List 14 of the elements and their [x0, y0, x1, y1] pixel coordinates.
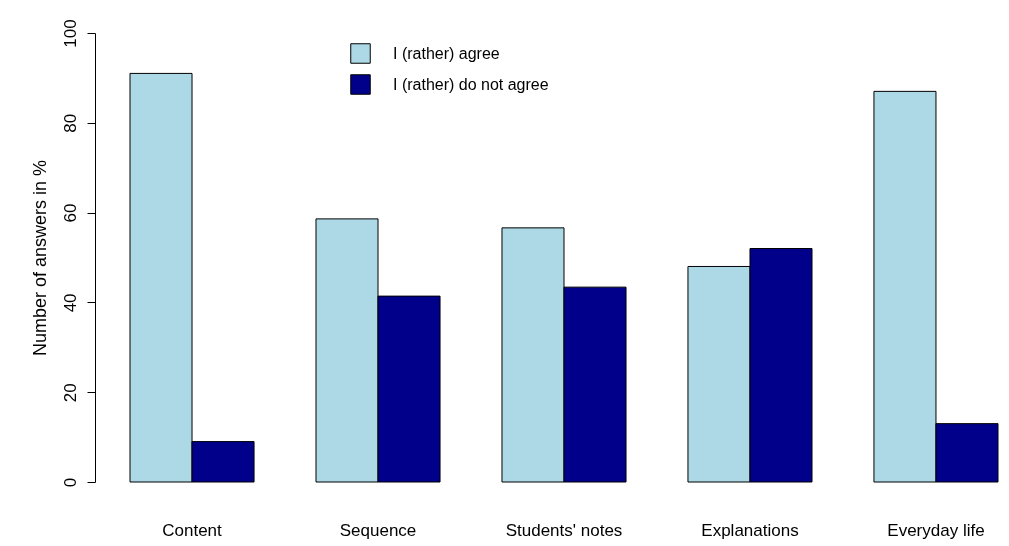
- y-axis-title: Number of answers in %: [29, 159, 50, 357]
- y-tick-label: 80: [60, 113, 80, 133]
- x-tick-label: Explanations: [701, 520, 799, 540]
- x-tick-label: Everyday life: [887, 520, 985, 540]
- legend-label: I (rather) agree: [393, 44, 500, 62]
- y-tick-label: 0: [60, 477, 80, 488]
- x-tick-label: Students' notes: [505, 520, 623, 540]
- x-tick-label: Sequence: [339, 520, 417, 540]
- y-tick-label: 40: [60, 293, 80, 313]
- y-tick-label: 20: [60, 383, 80, 403]
- x-tick-label: Content: [162, 520, 223, 540]
- y-tick-label: 100: [60, 19, 80, 48]
- y-tick-label: 60: [60, 203, 80, 223]
- legend-label: I (rather) do not agree: [393, 75, 549, 93]
